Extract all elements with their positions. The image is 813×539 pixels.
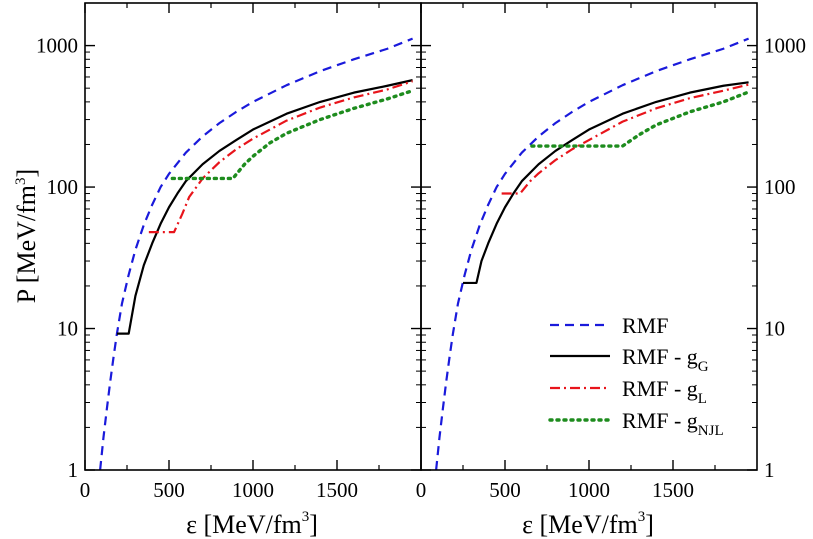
x-tick-label-right: 1500: [652, 478, 694, 502]
y-axis-label: P [MeV/fm3]: [12, 169, 41, 303]
panel-left: 0 500 1000 1500: [80, 2, 422, 502]
y-axis-label-main: P [MeV/fm: [12, 185, 41, 303]
legend-label-g-l: RMF - gL: [622, 376, 707, 407]
x-axis-label-right-main: ε [MeV/fm: [522, 510, 638, 539]
series-g-njl-right: [530, 90, 751, 148]
legend-label-g-njl: RMF - gNJL: [622, 408, 724, 439]
x-axis-label-left: ε [MeV/fm3]: [186, 509, 318, 539]
y-tick-label-right: 1: [764, 458, 775, 482]
series-g-l-left: [148, 80, 413, 234]
series-rmf-right: [435, 37, 750, 470]
series-group-left: [99, 37, 415, 470]
x-tick-label-right: 1000: [568, 478, 610, 502]
x-tick-label-left: 1500: [316, 478, 358, 502]
x-axis-label-left-main: ε [MeV/fm: [186, 510, 302, 539]
y-tick-label-left: 1000: [36, 34, 78, 58]
y-tick-label-left: 1: [68, 458, 79, 482]
x-tick-label-left: 0: [80, 478, 91, 502]
series-g-g-left: [116, 79, 413, 335]
y-tick-label-right: 100: [764, 175, 796, 199]
y-tick-label-left: 10: [57, 317, 78, 341]
y-axis-label-close: ]: [12, 169, 41, 178]
x-tick-label-left: 1000: [232, 478, 274, 502]
series-group-right: [435, 37, 751, 470]
series-rmf-left: [99, 37, 414, 470]
x-axis-label-right: ε [MeV/fm3]: [522, 509, 654, 539]
x-axis-label-right-sup: 3: [638, 509, 646, 525]
x-tick-label-left: 500: [153, 478, 185, 502]
x-axis-label-left-close: ]: [309, 510, 318, 539]
y-tick-label-left: 100: [47, 175, 79, 199]
frame-left: [84, 2, 422, 471]
series-g-njl-left: [170, 88, 415, 181]
y-axis-label-sup: 3: [13, 177, 29, 185]
series-g-l-right: [501, 83, 749, 195]
x-tick-label-right: 500: [489, 478, 521, 502]
legend: RMF RMF - gG RMF - gL RMF - gNJL: [548, 313, 724, 439]
legend-label-g-g: RMF - gG: [622, 344, 709, 375]
x-axis-label-left-sup: 3: [302, 509, 310, 525]
x-tick-label-right: 0: [416, 478, 427, 502]
x-axis-label-right-close: ]: [645, 510, 654, 539]
y-tick-label-right: 10: [764, 317, 785, 341]
legend-label-rmf: RMF: [622, 313, 668, 338]
panel-right: 0 500 1000 1500: [416, 2, 758, 502]
y-tick-label-right: 1000: [764, 34, 806, 58]
series-g-g-right: [463, 81, 749, 285]
